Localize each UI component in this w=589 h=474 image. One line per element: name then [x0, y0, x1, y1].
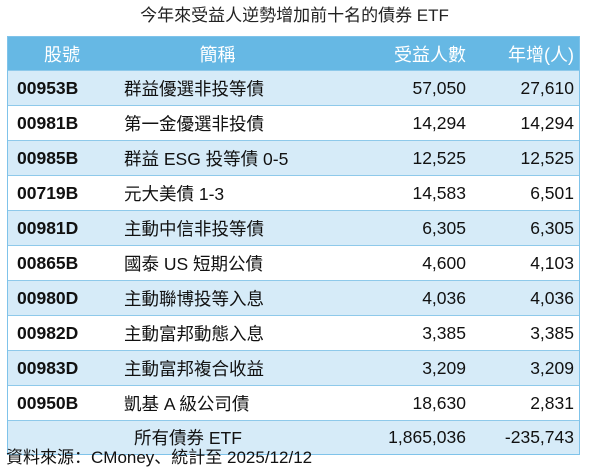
table-row: 00981D 主動中信非投等債 6,305 6,305 [8, 210, 579, 245]
table-title: 今年來受益人逆勢增加前十名的債券 ETF [0, 5, 589, 27]
cell-code: 00953B [8, 78, 116, 99]
cell-increase: 2,831 [469, 393, 579, 414]
cell-code: 00980D [8, 288, 116, 309]
cell-holders: 18,630 [319, 393, 469, 414]
cell-name: 凱基 A 級公司債 [116, 391, 319, 416]
cell-holders: 57,050 [319, 78, 469, 99]
header-holders: 受益人數 [319, 41, 469, 67]
table-row: 00719B 元大美債 1-3 14,583 6,501 [8, 175, 579, 210]
cell-code: 00981D [8, 218, 116, 239]
header-increase: 年增(人) [469, 41, 579, 67]
header-name: 簡稱 [116, 41, 319, 67]
table-row: 00980D 主動聯博投等入息 4,036 4,036 [8, 280, 579, 315]
table-row: 00983D 主動富邦複合收益 3,209 3,209 [8, 350, 579, 385]
cell-name: 主動中信非投等債 [116, 216, 319, 241]
cell-increase: 3,385 [469, 323, 579, 344]
header-code: 股號 [8, 41, 116, 67]
cell-code: 00950B [8, 393, 116, 414]
cell-name: 主動富邦複合收益 [116, 356, 319, 381]
table-row: 00950B 凱基 A 級公司債 18,630 2,831 [8, 385, 579, 420]
cell-name: 主動聯博投等入息 [116, 286, 319, 311]
cell-increase: 4,036 [469, 288, 579, 309]
cell-holders: 6,305 [319, 218, 469, 239]
cell-name: 主動富邦動態入息 [116, 321, 319, 346]
total-increase: -235,743 [469, 427, 579, 448]
cell-holders: 4,036 [319, 288, 469, 309]
cell-holders: 14,294 [319, 113, 469, 134]
cell-code: 00982D [8, 323, 116, 344]
cell-name: 群益優選非投等債 [116, 76, 319, 101]
cell-holders: 3,385 [319, 323, 469, 344]
table-row: 00982D 主動富邦動態入息 3,385 3,385 [8, 315, 579, 350]
cell-holders: 12,525 [319, 148, 469, 169]
cell-increase: 6,305 [469, 218, 579, 239]
cell-increase: 14,294 [469, 113, 579, 134]
cell-name: 群益 ESG 投等債 0-5 [116, 146, 319, 171]
cell-increase: 4,103 [469, 253, 579, 274]
table-row: 00985B 群益 ESG 投等債 0-5 12,525 12,525 [8, 140, 579, 175]
cell-code: 00983D [8, 358, 116, 379]
cell-name: 第一金優選非投債 [116, 111, 319, 136]
cell-name: 國泰 US 短期公債 [116, 251, 319, 276]
cell-code: 00985B [8, 148, 116, 169]
cell-code: 00865B [8, 253, 116, 274]
cell-code: 00719B [8, 183, 116, 204]
cell-holders: 4,600 [319, 253, 469, 274]
cell-holders: 3,209 [319, 358, 469, 379]
cell-increase: 12,525 [469, 148, 579, 169]
cell-code: 00981B [8, 113, 116, 134]
cell-name: 元大美債 1-3 [116, 181, 319, 206]
table-header-row: 股號 簡稱 受益人數 年增(人) [8, 37, 579, 70]
etf-table: 股號 簡稱 受益人數 年增(人) 00953B 群益優選非投等債 57,050 … [7, 36, 580, 455]
cell-increase: 27,610 [469, 78, 579, 99]
total-holders: 1,865,036 [319, 427, 469, 448]
table-row: 00953B 群益優選非投等債 57,050 27,610 [8, 70, 579, 105]
source-note: 資料來源：CMoney、統計至 2025/12/12 [6, 447, 312, 469]
cell-holders: 14,583 [319, 183, 469, 204]
cell-increase: 6,501 [469, 183, 579, 204]
table-row: 00865B 國泰 US 短期公債 4,600 4,103 [8, 245, 579, 280]
table-row: 00981B 第一金優選非投債 14,294 14,294 [8, 105, 579, 140]
cell-increase: 3,209 [469, 358, 579, 379]
